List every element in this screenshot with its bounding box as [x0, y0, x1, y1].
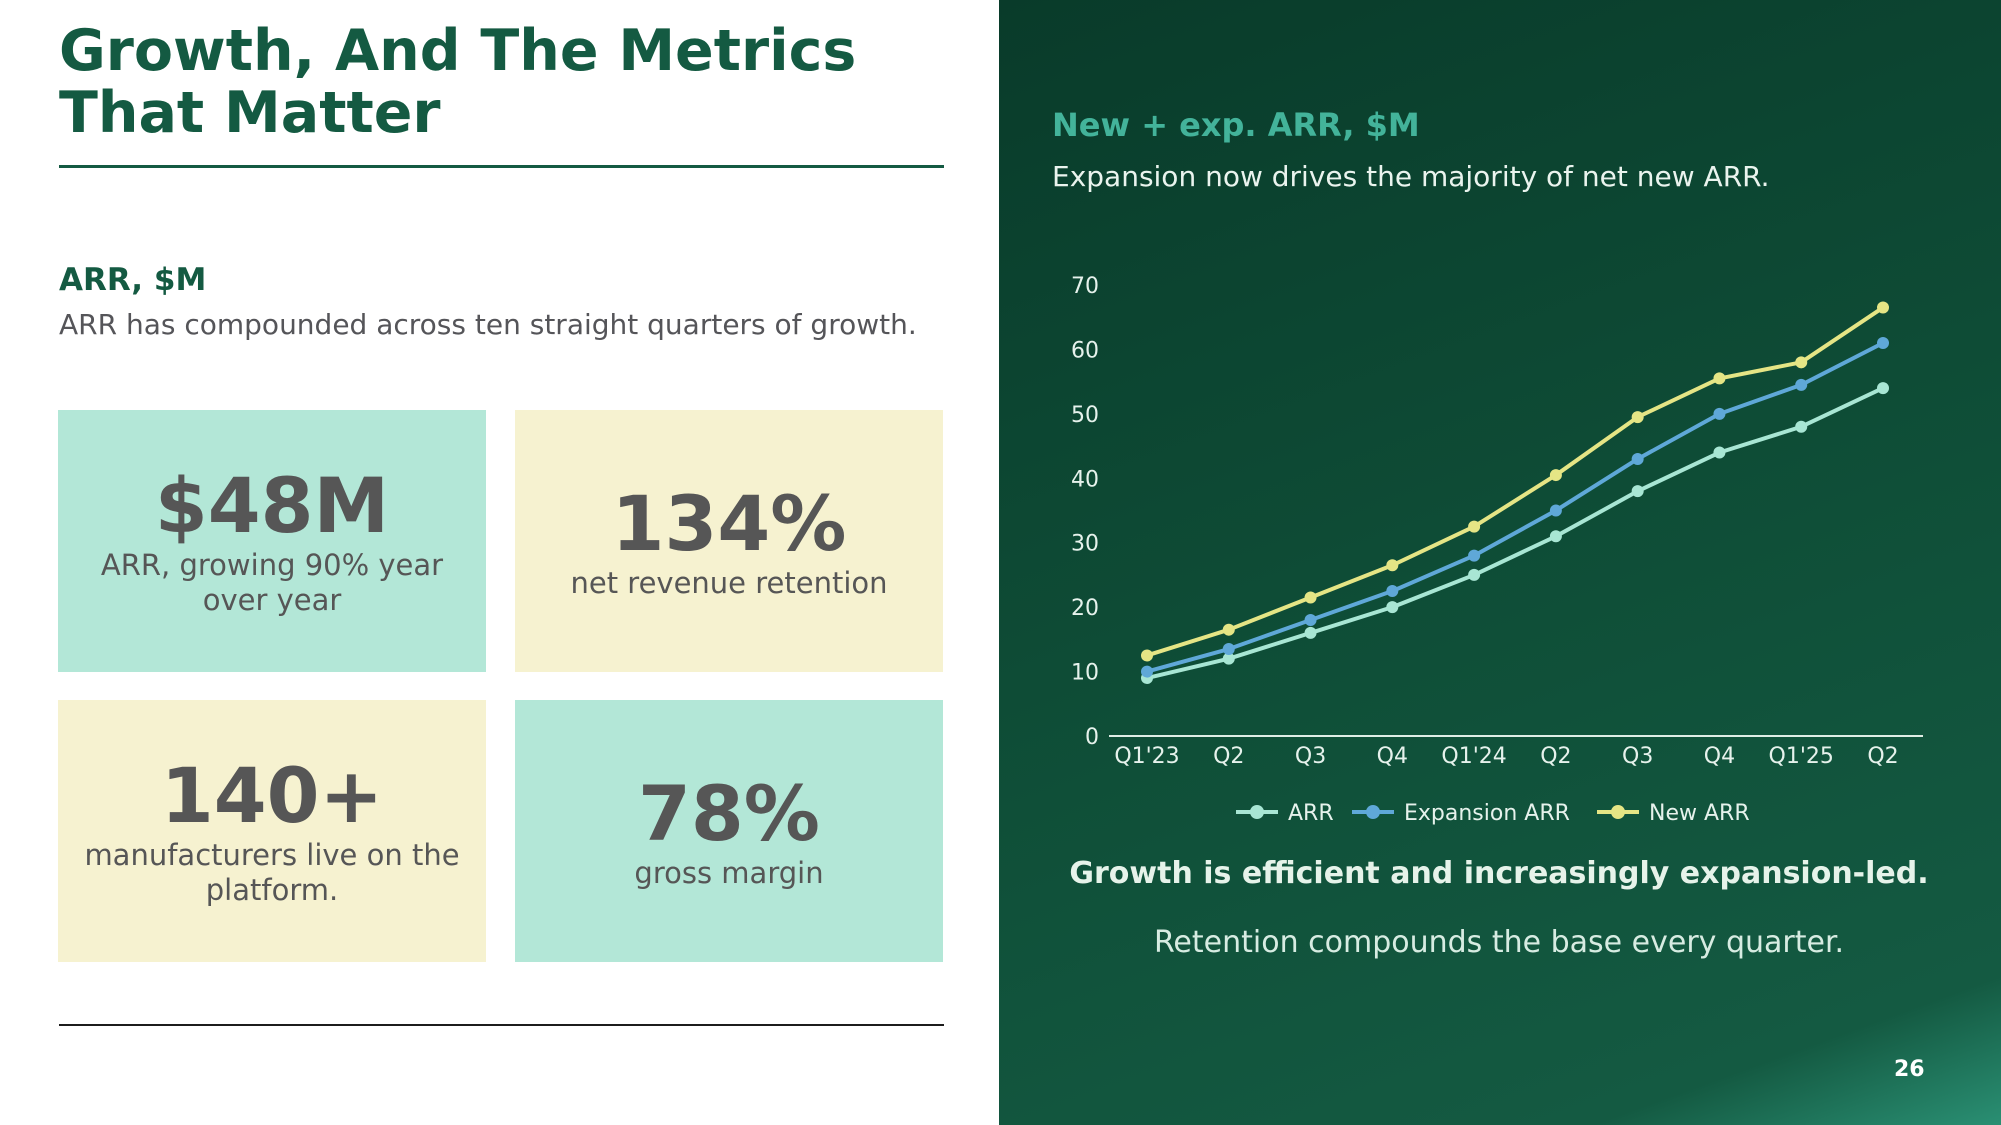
y-tick-label: 30 [1071, 532, 1099, 557]
x-tick-label: Q2 [1867, 744, 1898, 769]
data-point-new-arr [1222, 623, 1235, 636]
data-point-expansion-arr [1141, 665, 1153, 678]
bottom-divider [59, 1024, 944, 1026]
x-tick-label: Q3 [1622, 744, 1653, 769]
data-point-new-arr [1713, 372, 1726, 385]
legend-swatch-dot-arr [1250, 805, 1264, 819]
x-tick-label: Q1'23 [1114, 744, 1179, 769]
right-panel: New + exp. ARR, $M Expansion now drives … [999, 0, 2001, 1125]
legend-label-arr: ARR [1288, 801, 1334, 826]
data-point-new-arr [1877, 301, 1889, 314]
data-point-new-arr [1468, 520, 1481, 533]
data-point-arr [1222, 652, 1235, 665]
data-point-arr [1386, 601, 1399, 614]
data-point-arr [1549, 530, 1562, 543]
data-point-new-arr [1386, 559, 1399, 572]
stat-label: net revenue retention [570, 565, 888, 600]
series-line-new-arr [1145, 305, 1885, 658]
data-point-expansion-arr [1222, 643, 1235, 656]
x-tick-label: Q1'25 [1769, 744, 1834, 769]
stat-label: ARR, growing 90% year over year [100, 548, 444, 617]
stat-card-manufacturers: 140+ manufacturers live on the platform. [58, 700, 486, 962]
legend-label-expansion-arr: Expansion ARR [1404, 801, 1570, 826]
data-point-new-arr [1141, 649, 1153, 662]
data-point-expansion-arr [1386, 585, 1399, 598]
data-point-expansion-arr [1304, 614, 1317, 627]
chart-subtitle: Expansion now drives the majority of net… [1052, 160, 1770, 193]
stat-label: manufacturers live on the platform. [84, 838, 460, 907]
legend-label-new-arr: New ARR [1649, 801, 1750, 826]
stat-value: 78% [638, 768, 820, 858]
y-tick-label: 20 [1071, 596, 1099, 621]
data-point-arr [1795, 420, 1808, 433]
y-tick-label: 60 [1071, 338, 1099, 363]
data-point-expansion-arr [1795, 378, 1808, 391]
title-divider [59, 165, 944, 168]
data-point-arr [1304, 626, 1317, 639]
data-point-expansion-arr [1549, 504, 1562, 517]
data-point-new-arr [1304, 591, 1317, 604]
data-point-new-arr [1549, 469, 1562, 482]
series-line-expansion-arr [1145, 340, 1885, 674]
y-tick-label: 10 [1071, 661, 1099, 686]
data-point-expansion-arr [1631, 452, 1644, 465]
stat-card-gross-margin: 78% gross margin [515, 700, 943, 962]
series-line-arr [1145, 386, 1885, 681]
chart-takeaway-sub: Retention compounds the base every quart… [1153, 925, 1845, 960]
x-tick-label: Q1'24 [1441, 744, 1506, 769]
page-title: Growth, And The Metrics That Matter [59, 18, 857, 146]
x-tick-label: Q4 [1704, 744, 1735, 769]
y-tick-label: 70 [1071, 274, 1099, 299]
arr-line-chart: 0 10 20 30 40 50 60 70 Q1'23 Q2 Q3 Q4 Q1'24 Q2 Q3 Q4 Q1'… [1071, 274, 1923, 826]
y-tick-label: 0 [1085, 725, 1099, 750]
legend-swatch-dot-expansion-arr [1366, 805, 1380, 819]
chart-takeaway: Growth is efficient and increasingly exp… [1069, 856, 1929, 891]
x-tick-label: Q2 [1540, 744, 1571, 769]
stat-card-arr: $48M ARR, growing 90% year over year [58, 410, 486, 672]
data-point-arr [1713, 446, 1726, 459]
data-point-arr [1631, 485, 1644, 498]
data-point-expansion-arr [1713, 407, 1726, 420]
stat-card-nrr: 134% net revenue retention [515, 410, 943, 672]
data-point-expansion-arr [1468, 549, 1481, 562]
data-point-arr [1877, 382, 1889, 395]
data-point-arr [1468, 568, 1481, 581]
chart-title: New + exp. ARR, $M [1052, 106, 1420, 144]
left-panel: Growth, And The Metrics That Matter ARR,… [0, 0, 999, 1125]
x-tick-label: Q2 [1213, 744, 1244, 769]
data-point-new-arr [1631, 411, 1644, 424]
page-number: 26 [1894, 1057, 1925, 1082]
stat-value: 140+ [160, 751, 384, 840]
section-title: ARR, $M [59, 262, 207, 298]
stat-value: $48M [154, 461, 390, 550]
stat-label: gross margin [634, 855, 824, 890]
stat-value: 134% [611, 478, 847, 568]
x-tick-label: Q4 [1377, 744, 1408, 769]
legend-swatch-dot-new-arr [1611, 805, 1625, 819]
y-tick-label: 50 [1071, 403, 1099, 428]
x-tick-label: Q3 [1295, 744, 1326, 769]
data-point-new-arr [1795, 356, 1808, 369]
section-subtitle: ARR has compounded across ten straight q… [59, 308, 917, 341]
y-tick-label: 40 [1071, 467, 1099, 492]
data-point-expansion-arr [1877, 336, 1889, 349]
